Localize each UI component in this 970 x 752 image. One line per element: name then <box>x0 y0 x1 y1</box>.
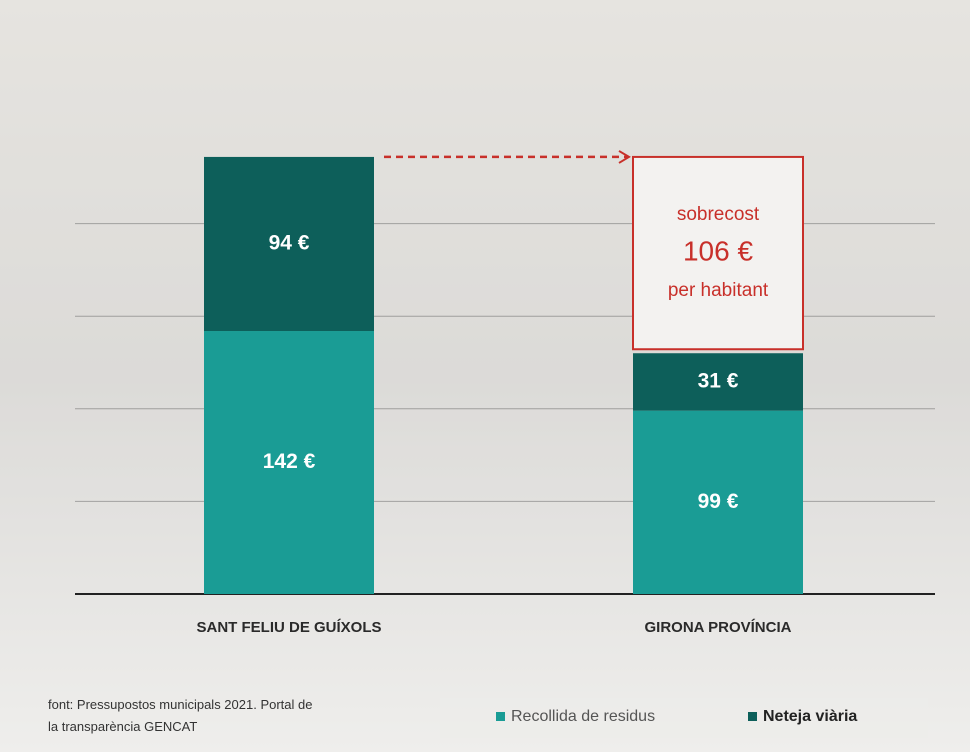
value-label: 99 € <box>698 490 739 513</box>
background-veil <box>0 0 970 752</box>
value-label: 31 € <box>698 369 739 392</box>
chart: font: Pressupostos municipals 2021. Port… <box>0 0 970 752</box>
value-label: 142 € <box>263 450 316 473</box>
overcost-value: 106 € <box>683 235 753 266</box>
legend-swatch <box>496 712 505 721</box>
overcost-bottom: per habitant <box>668 280 769 301</box>
legend-label: Neteja viària <box>763 708 857 725</box>
x-tick-label: GIRONA PROVÍNCIA <box>645 619 792 636</box>
x-tick-label: SANT FELIU DE GUÍXOLS <box>196 619 381 636</box>
legend-swatch <box>748 712 757 721</box>
value-label: 94 € <box>269 232 310 255</box>
legend-label: Recollida de residus <box>511 708 655 725</box>
overcost-top: sobrecost <box>677 204 760 225</box>
